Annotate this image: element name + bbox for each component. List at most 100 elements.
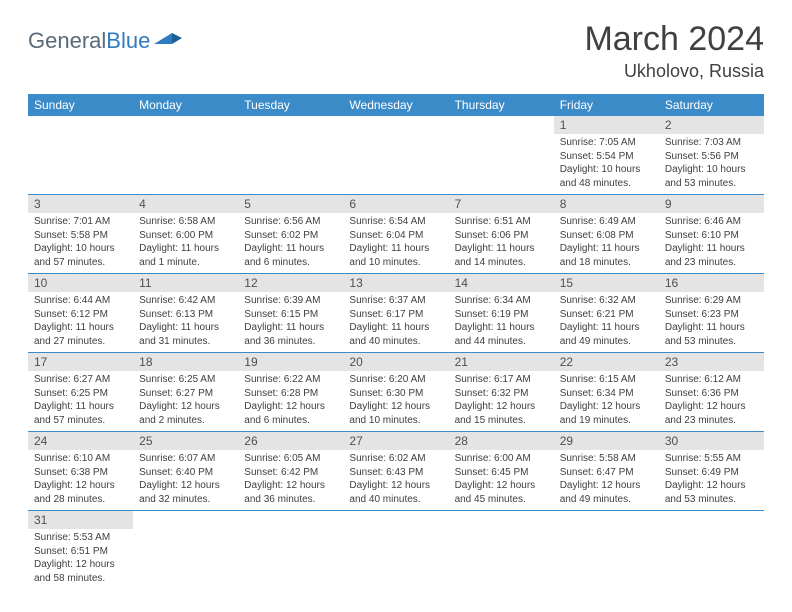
day-info: Sunrise: 6:12 AMSunset: 6:36 PMDaylight:… [659, 371, 764, 431]
calendar-cell-empty [659, 511, 764, 590]
day-number: 28 [449, 432, 554, 450]
calendar-cell: 26Sunrise: 6:05 AMSunset: 6:42 PMDayligh… [238, 432, 343, 511]
day-number: 23 [659, 353, 764, 371]
day-number: 16 [659, 274, 764, 292]
day-number: 9 [659, 195, 764, 213]
weekday-header: Friday [554, 94, 659, 116]
calendar-row: 24Sunrise: 6:10 AMSunset: 6:38 PMDayligh… [28, 432, 764, 511]
day-info: Sunrise: 6:10 AMSunset: 6:38 PMDaylight:… [28, 450, 133, 510]
day-info: Sunrise: 6:20 AMSunset: 6:30 PMDaylight:… [343, 371, 448, 431]
calendar-cell: 11Sunrise: 6:42 AMSunset: 6:13 PMDayligh… [133, 274, 238, 353]
day-number: 6 [343, 195, 448, 213]
calendar-cell: 21Sunrise: 6:17 AMSunset: 6:32 PMDayligh… [449, 353, 554, 432]
calendar-cell: 29Sunrise: 5:58 AMSunset: 6:47 PMDayligh… [554, 432, 659, 511]
day-info: Sunrise: 6:27 AMSunset: 6:25 PMDaylight:… [28, 371, 133, 431]
day-info: Sunrise: 6:37 AMSunset: 6:17 PMDaylight:… [343, 292, 448, 352]
day-number: 17 [28, 353, 133, 371]
day-info: Sunrise: 6:58 AMSunset: 6:00 PMDaylight:… [133, 213, 238, 273]
calendar-cell: 17Sunrise: 6:27 AMSunset: 6:25 PMDayligh… [28, 353, 133, 432]
day-number: 10 [28, 274, 133, 292]
day-number: 15 [554, 274, 659, 292]
logo-text: GeneralBlue [28, 28, 150, 54]
day-number: 7 [449, 195, 554, 213]
day-number: 14 [449, 274, 554, 292]
calendar-cell: 5Sunrise: 6:56 AMSunset: 6:02 PMDaylight… [238, 195, 343, 274]
day-number: 5 [238, 195, 343, 213]
calendar-row: 1Sunrise: 7:05 AMSunset: 5:54 PMDaylight… [28, 116, 764, 195]
calendar-cell: 12Sunrise: 6:39 AMSunset: 6:15 PMDayligh… [238, 274, 343, 353]
weekday-header: Saturday [659, 94, 764, 116]
day-number: 12 [238, 274, 343, 292]
calendar-row: 3Sunrise: 7:01 AMSunset: 5:58 PMDaylight… [28, 195, 764, 274]
calendar-cell: 13Sunrise: 6:37 AMSunset: 6:17 PMDayligh… [343, 274, 448, 353]
day-info: Sunrise: 7:03 AMSunset: 5:56 PMDaylight:… [659, 134, 764, 194]
calendar-cell-empty [133, 116, 238, 195]
calendar-row: 10Sunrise: 6:44 AMSunset: 6:12 PMDayligh… [28, 274, 764, 353]
calendar-cell-empty [449, 116, 554, 195]
day-info: Sunrise: 5:55 AMSunset: 6:49 PMDaylight:… [659, 450, 764, 510]
day-info: Sunrise: 6:29 AMSunset: 6:23 PMDaylight:… [659, 292, 764, 352]
day-number: 24 [28, 432, 133, 450]
day-number: 29 [554, 432, 659, 450]
day-info: Sunrise: 6:00 AMSunset: 6:45 PMDaylight:… [449, 450, 554, 510]
day-number: 19 [238, 353, 343, 371]
calendar-cell: 25Sunrise: 6:07 AMSunset: 6:40 PMDayligh… [133, 432, 238, 511]
calendar-cell-empty [133, 511, 238, 590]
weekday-header: Monday [133, 94, 238, 116]
day-info: Sunrise: 6:49 AMSunset: 6:08 PMDaylight:… [554, 213, 659, 273]
calendar-cell: 28Sunrise: 6:00 AMSunset: 6:45 PMDayligh… [449, 432, 554, 511]
day-number: 2 [659, 116, 764, 134]
day-info: Sunrise: 6:44 AMSunset: 6:12 PMDaylight:… [28, 292, 133, 352]
calendar-cell: 27Sunrise: 6:02 AMSunset: 6:43 PMDayligh… [343, 432, 448, 511]
calendar-cell: 4Sunrise: 6:58 AMSunset: 6:00 PMDaylight… [133, 195, 238, 274]
calendar-cell-empty [449, 511, 554, 590]
day-info: Sunrise: 6:56 AMSunset: 6:02 PMDaylight:… [238, 213, 343, 273]
calendar-cell: 16Sunrise: 6:29 AMSunset: 6:23 PMDayligh… [659, 274, 764, 353]
location: Ukholovo, Russia [584, 61, 764, 82]
weekday-header: Thursday [449, 94, 554, 116]
calendar-cell: 6Sunrise: 6:54 AMSunset: 6:04 PMDaylight… [343, 195, 448, 274]
calendar-body: 1Sunrise: 7:05 AMSunset: 5:54 PMDaylight… [28, 116, 764, 589]
calendar-cell: 9Sunrise: 6:46 AMSunset: 6:10 PMDaylight… [659, 195, 764, 274]
calendar-cell: 10Sunrise: 6:44 AMSunset: 6:12 PMDayligh… [28, 274, 133, 353]
calendar-cell-empty [28, 116, 133, 195]
flag-icon [154, 30, 182, 53]
calendar-cell-empty [238, 511, 343, 590]
title-block: March 2024 Ukholovo, Russia [584, 20, 764, 82]
day-info: Sunrise: 7:05 AMSunset: 5:54 PMDaylight:… [554, 134, 659, 194]
calendar-head: SundayMondayTuesdayWednesdayThursdayFrid… [28, 94, 764, 116]
logo-part1: General [28, 28, 106, 53]
calendar-cell: 22Sunrise: 6:15 AMSunset: 6:34 PMDayligh… [554, 353, 659, 432]
calendar-cell: 23Sunrise: 6:12 AMSunset: 6:36 PMDayligh… [659, 353, 764, 432]
day-number: 30 [659, 432, 764, 450]
calendar-cell: 8Sunrise: 6:49 AMSunset: 6:08 PMDaylight… [554, 195, 659, 274]
day-number: 25 [133, 432, 238, 450]
month-title: March 2024 [584, 20, 764, 59]
day-info: Sunrise: 6:34 AMSunset: 6:19 PMDaylight:… [449, 292, 554, 352]
calendar-row: 31Sunrise: 5:53 AMSunset: 6:51 PMDayligh… [28, 511, 764, 590]
calendar-cell: 24Sunrise: 6:10 AMSunset: 6:38 PMDayligh… [28, 432, 133, 511]
day-number: 26 [238, 432, 343, 450]
day-info: Sunrise: 6:15 AMSunset: 6:34 PMDaylight:… [554, 371, 659, 431]
calendar-cell: 31Sunrise: 5:53 AMSunset: 6:51 PMDayligh… [28, 511, 133, 590]
day-info: Sunrise: 6:07 AMSunset: 6:40 PMDaylight:… [133, 450, 238, 510]
logo: GeneralBlue [28, 28, 182, 54]
calendar-cell: 19Sunrise: 6:22 AMSunset: 6:28 PMDayligh… [238, 353, 343, 432]
logo-part2: Blue [106, 28, 150, 53]
day-info: Sunrise: 6:25 AMSunset: 6:27 PMDaylight:… [133, 371, 238, 431]
day-info: Sunrise: 7:01 AMSunset: 5:58 PMDaylight:… [28, 213, 133, 273]
day-info: Sunrise: 6:05 AMSunset: 6:42 PMDaylight:… [238, 450, 343, 510]
day-number: 31 [28, 511, 133, 529]
day-number: 4 [133, 195, 238, 213]
calendar-row: 17Sunrise: 6:27 AMSunset: 6:25 PMDayligh… [28, 353, 764, 432]
calendar-cell: 14Sunrise: 6:34 AMSunset: 6:19 PMDayligh… [449, 274, 554, 353]
calendar-cell-empty [343, 116, 448, 195]
day-info: Sunrise: 6:39 AMSunset: 6:15 PMDaylight:… [238, 292, 343, 352]
day-info: Sunrise: 6:54 AMSunset: 6:04 PMDaylight:… [343, 213, 448, 273]
calendar-cell: 7Sunrise: 6:51 AMSunset: 6:06 PMDaylight… [449, 195, 554, 274]
day-number: 3 [28, 195, 133, 213]
calendar-cell: 3Sunrise: 7:01 AMSunset: 5:58 PMDaylight… [28, 195, 133, 274]
day-info: Sunrise: 5:58 AMSunset: 6:47 PMDaylight:… [554, 450, 659, 510]
day-number: 20 [343, 353, 448, 371]
calendar-cell-empty [238, 116, 343, 195]
